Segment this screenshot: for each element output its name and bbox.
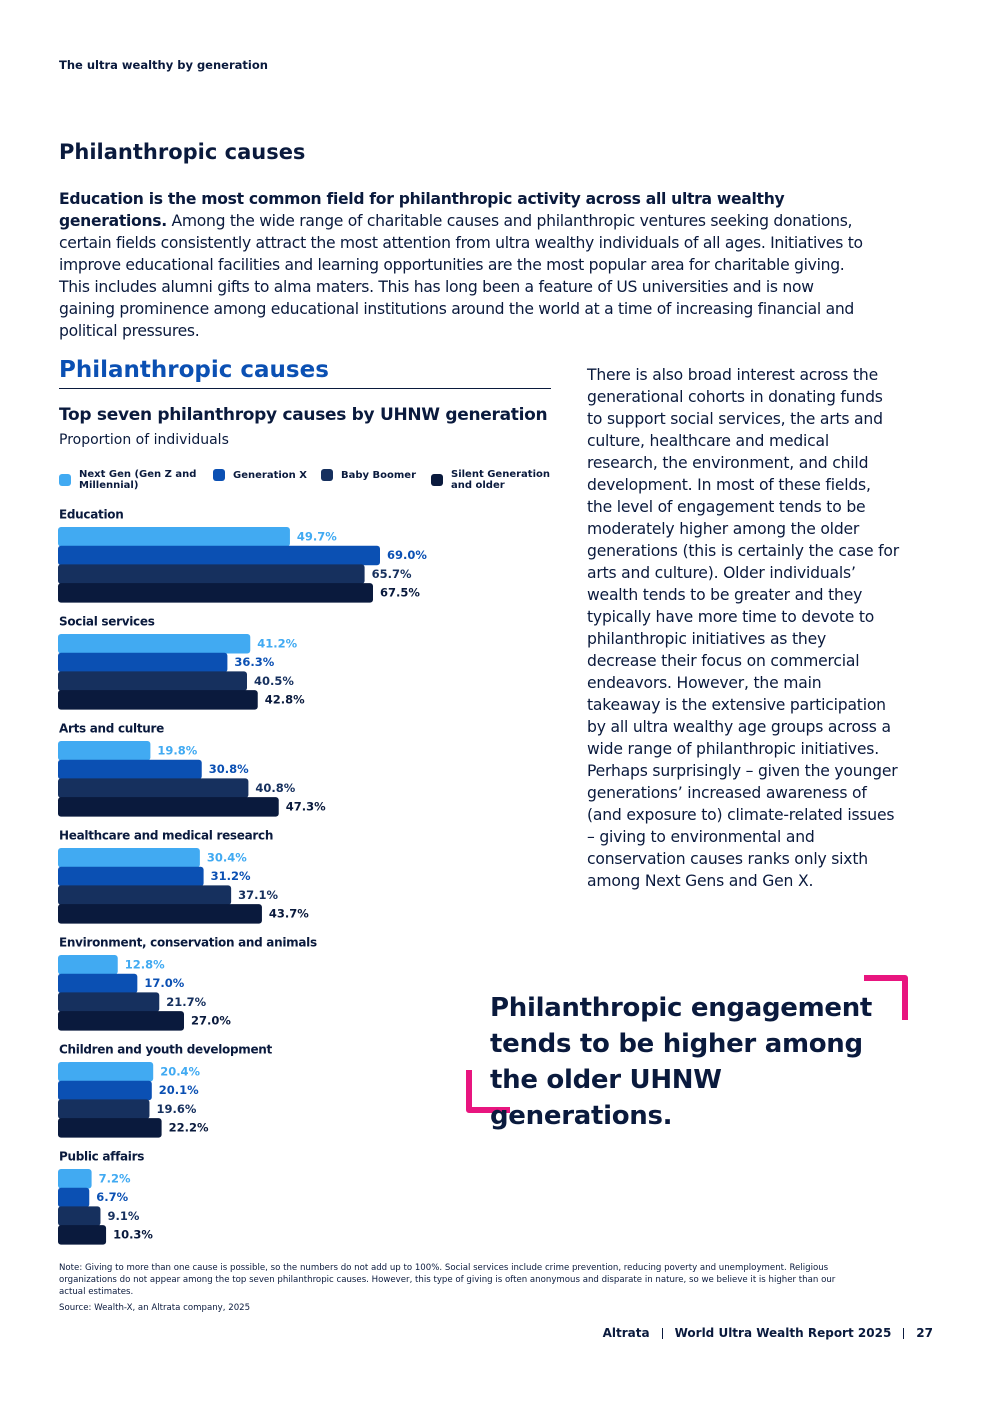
separator: [661, 1327, 663, 1339]
bar: [58, 583, 373, 603]
note: Note: Giving to more than one cause is p…: [59, 1263, 836, 1297]
legend-swatch: [59, 474, 71, 486]
bar: [58, 545, 380, 566]
bar: [58, 564, 365, 584]
legend-swatch: [213, 469, 225, 481]
legend-swatch: [431, 474, 443, 486]
bar: [58, 992, 160, 1012]
value-label: 37.1%: [238, 888, 278, 902]
legend-item: Silent Generation and older: [431, 469, 551, 491]
bar: [58, 866, 204, 887]
pull-quote: Philanthropic engagement tends to be hig…: [490, 993, 873, 1131]
bracket: [864, 975, 908, 1020]
bar: [58, 1080, 152, 1101]
bar: [58, 759, 202, 780]
value-label: 40.8%: [255, 781, 295, 795]
bar: [58, 1118, 162, 1138]
bar: [58, 1206, 101, 1226]
bar: [58, 652, 228, 673]
legend-label: Baby Boomer: [341, 469, 417, 481]
value-label: 36.3%: [234, 655, 274, 669]
value-label: 10.3%: [113, 1228, 153, 1242]
value-label: 30.8%: [209, 762, 249, 776]
value-label: 6.7%: [96, 1190, 128, 1204]
value-label: 27.0%: [191, 1014, 231, 1028]
bar: [58, 778, 249, 798]
value-label: 42.8%: [265, 693, 305, 707]
value-label: 21.7%: [166, 995, 206, 1009]
footer: Altrata World Ultra Wealth Report 2025 2…: [603, 1326, 933, 1340]
bar: [58, 1187, 90, 1208]
bar: [58, 973, 138, 994]
bar: [58, 690, 258, 710]
footer-report: World Ultra Wealth Report 2025: [674, 1326, 892, 1340]
category-label: Healthcare and medical research: [59, 829, 273, 843]
legend-label: Silent Generation and older: [451, 469, 550, 491]
bar: [58, 1169, 92, 1189]
chart-subtitle: Proportion of individuals: [59, 432, 229, 448]
page-number: 27: [916, 1326, 933, 1340]
bar: [58, 1011, 184, 1031]
value-label: 67.5%: [380, 586, 420, 600]
value-label: 40.5%: [254, 674, 294, 688]
bar: [58, 671, 247, 691]
value-label: 30.4%: [207, 851, 247, 865]
value-label: 43.7%: [269, 907, 309, 921]
intro-text: Among the wide range of charitable cause…: [59, 212, 863, 340]
bar: [58, 634, 251, 654]
value-label: 69.0%: [387, 548, 427, 562]
bar: [58, 1062, 154, 1082]
value-label: 20.1%: [159, 1083, 199, 1097]
heading: Philanthropic causes: [59, 140, 306, 164]
source: Source: Wealth-X, an Altrata company, 20…: [59, 1303, 251, 1313]
side-text: There is also broad interest across the …: [587, 366, 899, 890]
bar: [58, 955, 118, 975]
legend-item: Next Gen (Gen Z and Millennial): [59, 469, 209, 491]
bar: [58, 1099, 150, 1119]
bar: [58, 797, 279, 817]
legend-label: Generation X: [233, 469, 307, 481]
bar: [58, 848, 200, 868]
value-label: 9.1%: [107, 1209, 139, 1223]
category-label: Arts and culture: [59, 722, 164, 736]
category-label: Social services: [59, 615, 155, 629]
legend-item: Generation X: [213, 469, 308, 481]
category-label: Environment, conservation and animals: [59, 936, 317, 950]
value-label: 47.3%: [286, 800, 326, 814]
chart: Education 49.7% 69.0% 65.7% 67.5% Social serv…: [58, 508, 427, 1245]
value-label: 49.7%: [297, 530, 337, 544]
footer-brand: Altrata: [602, 1326, 650, 1340]
value-label: 17.0%: [144, 976, 184, 990]
category-label: Education: [59, 508, 123, 522]
chart-section-title: Philanthropic causes: [59, 357, 551, 389]
value-label: 41.2%: [257, 637, 297, 651]
value-label: 20.4%: [160, 1065, 200, 1079]
value-label: 31.2%: [211, 869, 251, 883]
legend-swatch: [321, 469, 333, 481]
intro-lead: Education is the most common field for p…: [59, 190, 785, 230]
legend-item: Baby Boomer: [321, 469, 421, 481]
bar: [58, 904, 262, 924]
value-label: 65.7%: [372, 567, 412, 581]
value-label: 22.2%: [169, 1121, 209, 1135]
bar: [58, 1225, 107, 1245]
value-label: 19.6%: [156, 1102, 196, 1116]
value-label: 7.2%: [99, 1172, 131, 1186]
legend-label: Next Gen (Gen Z and Millennial): [79, 469, 197, 491]
category-label: Public affairs: [59, 1150, 144, 1164]
separator: [903, 1327, 905, 1339]
section-label: The ultra wealthy by generation: [59, 58, 268, 72]
value-label: 19.8%: [157, 744, 197, 758]
value-label: 12.8%: [125, 958, 165, 972]
bar: [58, 527, 290, 547]
bar: [58, 885, 232, 905]
category-label: Children and youth development: [59, 1043, 273, 1057]
bracket: [466, 1070, 510, 1113]
chart-title: Top seven philanthropy causes by UHNW ge…: [59, 405, 548, 425]
bar: [58, 741, 151, 761]
intro: Education is the most common field for p…: [59, 188, 869, 342]
